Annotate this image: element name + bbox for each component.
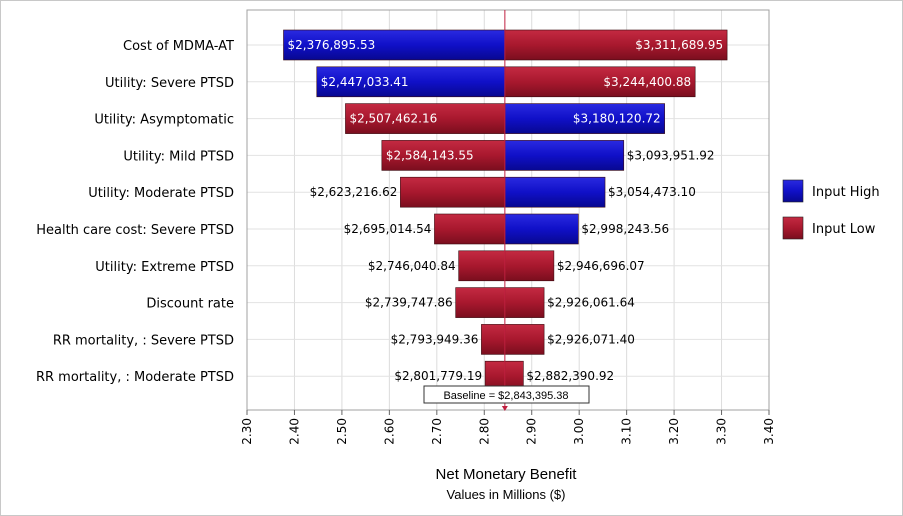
bar-value-label: $3,093,951.92	[627, 148, 715, 162]
category-label: Discount rate	[146, 297, 234, 312]
bar-left-high	[316, 66, 506, 98]
bar-left-low	[458, 250, 506, 282]
bar-value-label: $3,311,689.95	[635, 38, 723, 52]
bar-value-label: $3,054,473.10	[608, 185, 696, 199]
bar-value-label: $2,926,071.40	[547, 332, 635, 346]
x-tick-label: 2.90	[525, 418, 539, 445]
bar-value-label: $3,180,120.72	[573, 112, 661, 126]
x-tick-label: 3.40	[762, 418, 776, 445]
legend-label: Input High	[812, 185, 880, 200]
x-axis: 2.30 2.40 2.50 2.60 2.70 2.80 2.90 3.00 3.10 3.20…	[240, 410, 776, 445]
category-label: RR mortality, : Severe PTSD	[53, 333, 234, 348]
bar-right-high	[504, 213, 579, 245]
x-axis-subtitle: Values in Millions ($)	[447, 487, 566, 502]
bar-value-label: $2,507,462.16	[349, 112, 437, 126]
baseline-marker	[501, 406, 508, 411]
category-label: Utility: Moderate PTSD	[88, 186, 234, 201]
x-axis-title: Net Monetary Benefit	[436, 466, 578, 483]
category-labels: Cost of MDMA-AT Utility: Severe PTSD Utili…	[36, 39, 234, 385]
legend-swatch	[782, 179, 804, 203]
x-tick-label: 2.40	[287, 418, 301, 445]
x-tick-label: 2.70	[430, 418, 444, 445]
bar-value-label: $2,746,040.84	[368, 259, 456, 273]
baseline: Baseline = $2,843,395.38	[423, 10, 590, 411]
bar-value-label: $2,695,014.54	[344, 222, 432, 236]
x-tick-label: 2.80	[477, 418, 491, 445]
bar-right-low	[504, 324, 545, 355]
bar-value-label: $2,882,390.92	[526, 369, 614, 383]
bar-right-low	[504, 29, 728, 61]
bar-right-high	[504, 176, 606, 208]
bar-left-low	[455, 287, 506, 318]
bar-right-low	[504, 250, 555, 282]
category-label: Utility: Extreme PTSD	[95, 260, 234, 275]
legend: Input High Input Low	[782, 179, 880, 240]
bars: $2,376,895.53 $3,311,689.95 $2,447,033.41 $…	[283, 29, 728, 392]
category-label: Utility: Asymptomatic	[94, 113, 234, 128]
bar-left-low	[400, 176, 506, 208]
bar-value-label: $2,623,216.62	[310, 185, 398, 199]
bar-left-low	[434, 213, 506, 245]
legend-label: Input Low	[812, 222, 876, 237]
bar-value-label: $2,584,143.55	[386, 148, 474, 162]
bar-left-high	[283, 29, 506, 61]
bar-right-low	[504, 66, 696, 98]
bar-value-label: $2,926,061.64	[547, 296, 635, 310]
x-tick-label: 3.20	[667, 418, 681, 445]
bar-left-low	[345, 103, 506, 134]
x-tick-label: 2.50	[335, 418, 349, 445]
x-tick-label: 3.00	[572, 418, 586, 445]
category-label: RR mortality, : Moderate PTSD	[36, 370, 234, 385]
category-label: Cost of MDMA-AT	[123, 39, 234, 54]
bar-right-high	[504, 140, 625, 171]
baseline-label: Baseline = $2,843,395.38	[443, 390, 568, 402]
bar-left-low	[481, 324, 506, 355]
baseline-box	[423, 385, 590, 404]
x-tick-label: 2.30	[240, 418, 254, 445]
plot-area	[246, 9, 770, 411]
category-label: Health care cost: Severe PTSD	[36, 223, 234, 238]
category-label: Utility: Severe PTSD	[105, 76, 234, 91]
bar-value-label: $2,946,696.07	[557, 259, 645, 273]
bar-value-label: $2,801,779.19	[394, 369, 482, 383]
bar-value-label: $2,793,949.36	[391, 332, 479, 346]
category-label: Utility: Mild PTSD	[123, 149, 234, 164]
bar-value-label: $2,376,895.53	[287, 38, 375, 52]
x-tick-label: 3.30	[715, 418, 729, 445]
x-tick-label: 2.60	[382, 418, 396, 445]
bar-right-low	[504, 287, 545, 318]
bar-value-label: $2,739,747.86	[365, 296, 453, 310]
x-tick-label: 3.10	[620, 418, 634, 445]
legend-swatch	[782, 216, 804, 240]
bar-value-label: $2,447,033.41	[321, 75, 409, 89]
bar-value-label: $2,998,243.56	[581, 222, 669, 236]
bar-value-label: $3,244,400.88	[603, 75, 691, 89]
